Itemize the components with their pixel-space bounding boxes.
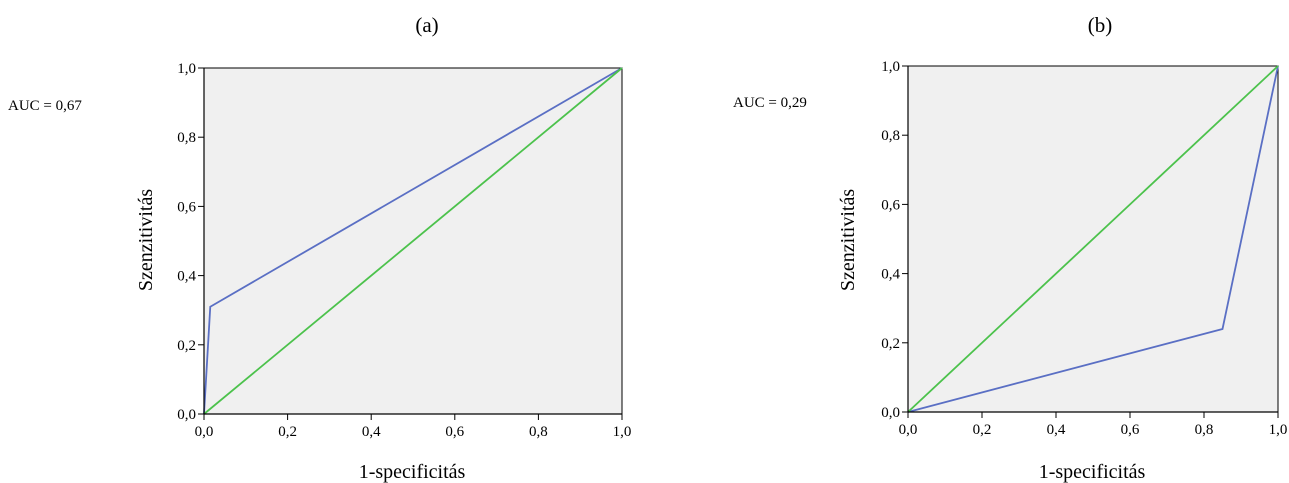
y-axis-title-b: Szenzitivitás bbox=[837, 189, 859, 291]
y-axis-title-a: Szenzitivitás bbox=[135, 189, 157, 291]
roc-chart-a: (a) AUC = 0,67 0,0 0,2 0,4 0,6 0,8 1,00,00,20… bbox=[8, 13, 631, 483]
x-tick-label-a-5: 1,0 bbox=[613, 424, 632, 440]
y-tick-label-b-1: 0,2 bbox=[881, 336, 900, 352]
y-tick-label-b-0: 0,0 bbox=[881, 405, 900, 421]
y-tick-label-a-3: 0,6 bbox=[177, 199, 196, 215]
auc-annotation-b: AUC = 0,29 bbox=[733, 95, 807, 111]
x-tick-label-b-3: 0,6 bbox=[1121, 422, 1140, 438]
y-tick-label-a-0: 0,0 bbox=[177, 407, 196, 423]
series-line-b-1 bbox=[907, 65, 1279, 413]
panel-label-b: (b) bbox=[1088, 13, 1113, 37]
series-layer-b bbox=[907, 65, 1279, 413]
y-tick-label-a-1: 0,2 bbox=[177, 338, 196, 354]
panel-label-a: (a) bbox=[415, 13, 438, 37]
auc-annotation-a: AUC = 0,67 bbox=[8, 98, 82, 114]
y-tick-label-b-3: 0,6 bbox=[881, 197, 900, 213]
y-tick-label-a-5: 1,0 bbox=[177, 61, 196, 77]
x-tick-label-b-4: 0,8 bbox=[1195, 422, 1214, 438]
series-layer-a bbox=[203, 67, 623, 415]
series-line-a-1 bbox=[203, 67, 623, 415]
x-axis-title-a: 1-specificitás bbox=[359, 461, 466, 483]
x-tick-label-a-4: 0,8 bbox=[529, 424, 548, 440]
y-tick-label-b-4: 0,8 bbox=[881, 128, 900, 144]
x-axis-title-b: 1-specificitás bbox=[1039, 461, 1146, 483]
x-tick-label-a-0: 0,0 bbox=[195, 424, 214, 440]
x-tick-label-a-1: 0,2 bbox=[278, 424, 297, 440]
series-line-b-0 bbox=[907, 65, 1279, 413]
y-tick-label-a-2: 0,4 bbox=[177, 269, 196, 285]
x-tick-label-b-2: 0,4 bbox=[1047, 422, 1066, 438]
x-tick-label-b-0: 0,0 bbox=[899, 422, 918, 438]
y-tick-label-a-4: 0,8 bbox=[177, 130, 196, 146]
x-tick-label-b-1: 0,2 bbox=[973, 422, 992, 438]
series-line-a-0 bbox=[203, 67, 623, 415]
axis-layer-b: 0,0 0,2 0,4 0,6 0,8 1,0 0,0 0,2 0,4 0,6 0,8 1,0 bbox=[881, 59, 1287, 438]
y-tick-label-b-2: 0,4 bbox=[881, 267, 900, 283]
roc-chart-b: (b) AUC = 0,29 0,0 0,2 0,4 0,6 0,8 1,00,00,20… bbox=[733, 13, 1287, 483]
y-tick-label-b-5: 1,0 bbox=[881, 59, 900, 75]
x-tick-label-a-2: 0,4 bbox=[362, 424, 381, 440]
x-tick-label-b-5: 1,0 bbox=[1269, 422, 1288, 438]
axis-layer-a: 0,0 0,2 0,4 0,6 0,8 1,0 0,0 0,2 0,4 0,6 0,8 1,0 bbox=[177, 61, 631, 440]
x-tick-label-a-3: 0,6 bbox=[445, 424, 464, 440]
